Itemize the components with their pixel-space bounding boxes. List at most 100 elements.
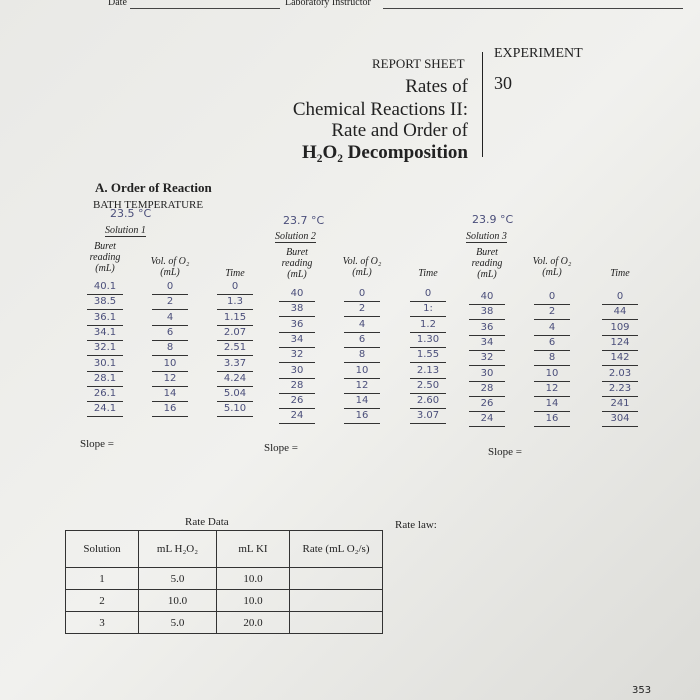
column-header: Buret reading (mL) <box>89 241 121 274</box>
volume-value: 0 <box>344 287 380 302</box>
time-value: 1: <box>410 302 446 318</box>
title-line: Rates of <box>405 76 468 97</box>
volume-value: 4 <box>152 311 188 326</box>
buret-value: 28 <box>279 379 315 394</box>
date-label: Date <box>108 0 127 8</box>
slope-label: Slope = <box>488 446 523 458</box>
time-value: 1.55 <box>410 348 446 364</box>
volume-value: 14 <box>152 387 188 403</box>
buret-value: 30.1 <box>87 357 123 372</box>
time-value: 2.50 <box>410 379 446 394</box>
volume-value: 14 <box>344 394 380 410</box>
column-header: Buret reading (mL) <box>281 247 313 280</box>
volume-value: 4 <box>344 318 380 333</box>
rate-table: Solution mL H₂O₂ mL KI Rate (mL O₂/s) 1 5.0 10… <box>65 530 383 634</box>
title-line: Rate and Order of <box>331 120 468 141</box>
buret-value: 24 <box>279 409 315 425</box>
buret-value: 32.1 <box>87 341 123 357</box>
cell: 10.0 <box>138 589 217 612</box>
empty-cell <box>289 567 383 590</box>
time-value: 0 <box>217 280 253 295</box>
time-value: 2.03 <box>602 367 638 382</box>
cell: 10.0 <box>216 567 290 590</box>
solution-label: Solution 1 <box>105 225 146 237</box>
volume-value: 6 <box>534 336 570 351</box>
buret-value: 32 <box>469 351 505 367</box>
buret-value: 30 <box>469 367 505 382</box>
divider <box>482 52 483 157</box>
buret-value: 26 <box>279 394 315 410</box>
cell: 3 <box>65 611 139 634</box>
volume-value: 2 <box>152 295 188 311</box>
time-value: 0 <box>602 290 638 305</box>
volume-value: 10 <box>152 357 188 372</box>
time-value: 2.13 <box>410 364 446 379</box>
time-value: 44 <box>602 305 638 321</box>
title-line: H₂O₂ Decomposition <box>301 142 468 163</box>
empty-cell <box>289 589 383 612</box>
slope-label: Slope = <box>264 442 299 454</box>
volume-value: 14 <box>534 397 570 413</box>
buret-value: 38.5 <box>87 295 123 311</box>
column-header: Vol. of O₂ (mL) <box>342 256 382 278</box>
slope-label: Slope = <box>80 438 115 450</box>
buret-value: 34 <box>469 336 505 351</box>
buret-value: 24 <box>469 412 505 428</box>
cell: 5.0 <box>138 611 217 634</box>
cell: 10.0 <box>216 589 290 612</box>
time-value: 1.30 <box>410 333 446 348</box>
buret-value: 34.1 <box>87 326 123 341</box>
volume-value: 2 <box>344 302 380 318</box>
time-value: 2.60 <box>410 394 446 410</box>
column-header: Time <box>225 268 245 279</box>
experiment-number: 30 <box>494 73 512 93</box>
header-cell: mL H₂O₂ <box>138 530 217 568</box>
buret-value: 24.1 <box>87 402 123 418</box>
data-row: 1 5.0 10.0 <box>65 567 383 590</box>
column-header: Buret reading (mL) <box>471 247 503 280</box>
cell: 5.0 <box>138 567 217 590</box>
data-row: 2 10.0 10.0 <box>65 589 383 612</box>
time-value: 1.15 <box>217 311 253 326</box>
buret-value: 36 <box>279 318 315 333</box>
temperature: 23.9 °C <box>472 213 514 226</box>
volume-value: 6 <box>152 326 188 341</box>
volume-value: 0 <box>534 290 570 305</box>
time-value: 1.2 <box>410 318 446 333</box>
time-value: 241 <box>602 397 638 413</box>
instructor-label: Laboratory Instructor <box>285 0 371 8</box>
time-value: 0 <box>410 287 446 302</box>
time-value: 109 <box>602 321 638 336</box>
volume-value: 16 <box>344 409 380 425</box>
volume-value: 16 <box>152 402 188 418</box>
cell: 20.0 <box>216 611 290 634</box>
buret-value: 38 <box>279 302 315 318</box>
buret-value: 40.1 <box>87 280 123 295</box>
column-header: Time <box>610 268 630 279</box>
column-header: Vol. of O₂ (mL) <box>150 256 190 278</box>
time-value: 5.10 <box>217 402 253 418</box>
temperature: 23.7 °C <box>283 214 325 227</box>
buret-value: 34 <box>279 333 315 348</box>
experiment-label: EXPERIMENT <box>494 46 583 61</box>
empty-cell <box>289 611 383 634</box>
volume-value: 16 <box>534 412 570 428</box>
column-header: Time <box>418 268 438 279</box>
buret-value: 36.1 <box>87 311 123 326</box>
rule <box>130 8 280 9</box>
report-label: REPORT SHEET <box>372 56 465 71</box>
section-title: A. Order of Reaction <box>95 180 212 195</box>
volume-value: 8 <box>534 351 570 367</box>
buret-value: 30 <box>279 364 315 379</box>
solution-label: Solution 2 <box>275 231 316 243</box>
rate-law-label: Rate law: <box>395 519 437 531</box>
cell: 2 <box>65 589 139 612</box>
volume-value: 12 <box>534 382 570 397</box>
time-value: 5.04 <box>217 387 253 403</box>
cell: 1 <box>65 567 139 590</box>
volume-value: 0 <box>152 280 188 295</box>
buret-value: 28 <box>469 382 505 397</box>
time-value: 3.37 <box>217 357 253 372</box>
volume-value: 6 <box>344 333 380 348</box>
